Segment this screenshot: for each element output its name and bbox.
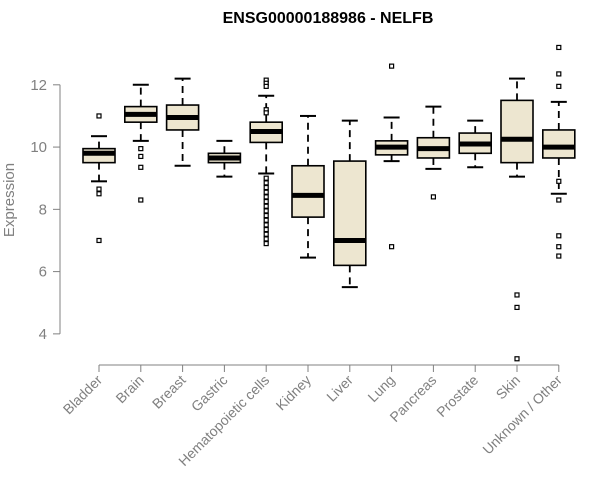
x-tick-label: Unknown / Other	[479, 372, 565, 458]
outlier-point	[96, 186, 102, 192]
outlier-point	[96, 113, 102, 119]
outlier-point	[263, 217, 269, 223]
box-kidney	[291, 114, 325, 259]
outlier-point	[138, 164, 144, 170]
outlier-point	[556, 178, 562, 184]
outlier-point	[138, 146, 144, 152]
outlier-point	[263, 180, 269, 186]
box-bladder	[82, 113, 116, 244]
box-breast	[165, 77, 200, 167]
outlier-point	[263, 83, 269, 89]
outlier-point	[263, 184, 269, 191]
y-tick-label: 10	[30, 139, 47, 156]
box-brain	[124, 83, 158, 203]
box-liver	[332, 119, 367, 289]
outlier-point	[556, 71, 562, 77]
box-hematopoietic-cells	[249, 77, 283, 247]
outlier-point	[556, 44, 562, 51]
outlier-point	[263, 194, 269, 200]
outlier-point	[263, 208, 269, 214]
outlier-point	[263, 231, 269, 237]
x-tick-label: Bladder	[60, 372, 106, 418]
outlier-point	[263, 198, 269, 205]
x-tick-label: Liver	[323, 372, 356, 405]
outlier-point	[556, 83, 562, 89]
x-tick-label: Prostate	[433, 372, 481, 420]
outlier-point	[96, 237, 102, 244]
x-tick-label: Breast	[149, 372, 189, 412]
outlier-point	[514, 356, 520, 362]
outlier-point	[263, 236, 269, 242]
iqr-box	[332, 160, 367, 267]
box-unknown-other	[541, 44, 576, 259]
x-tick-label: Skin	[493, 372, 524, 403]
outlier-point	[96, 191, 102, 197]
box-skin	[500, 77, 534, 362]
box-prostate	[458, 119, 493, 169]
outlier-point	[263, 175, 269, 181]
outlier-point	[138, 197, 144, 203]
box-pancreas	[416, 105, 451, 200]
y-axis-label: Expression	[1, 163, 18, 237]
outlier-point	[263, 212, 269, 219]
y-tick-label: 8	[39, 201, 47, 218]
outlier-point	[430, 194, 436, 200]
outlier-point	[556, 244, 562, 250]
iqr-box	[291, 164, 325, 218]
outlier-point	[263, 226, 269, 233]
outlier-point	[389, 244, 395, 250]
iqr-box	[541, 129, 576, 159]
outlier-point	[263, 203, 269, 209]
box-lung	[374, 63, 409, 250]
x-tick-label: Lung	[364, 372, 397, 405]
outlier-point	[138, 153, 144, 160]
box-gastric	[207, 139, 242, 178]
outlier-point	[263, 110, 269, 116]
outlier-point	[263, 222, 269, 228]
y-tick-label: 4	[39, 326, 47, 343]
boxes-group	[82, 44, 576, 362]
outlier-point	[514, 304, 520, 311]
outlier-point	[263, 189, 269, 195]
chart-title: ENSG00000188986 - NELFB	[223, 10, 434, 27]
outlier-point	[389, 63, 395, 69]
iqr-box	[500, 99, 534, 164]
x-tick-label: Kidney	[273, 372, 315, 414]
x-tick-label: Brain	[112, 372, 146, 406]
y-tick-label: 12	[30, 77, 47, 94]
outlier-point	[556, 197, 562, 203]
outlier-point	[263, 240, 269, 247]
y-axis: 4 6 8 10 12	[30, 77, 61, 343]
y-tick-label: 6	[39, 264, 47, 281]
outlier-point	[556, 233, 562, 239]
outlier-point	[556, 253, 562, 259]
outlier-point	[514, 292, 520, 298]
